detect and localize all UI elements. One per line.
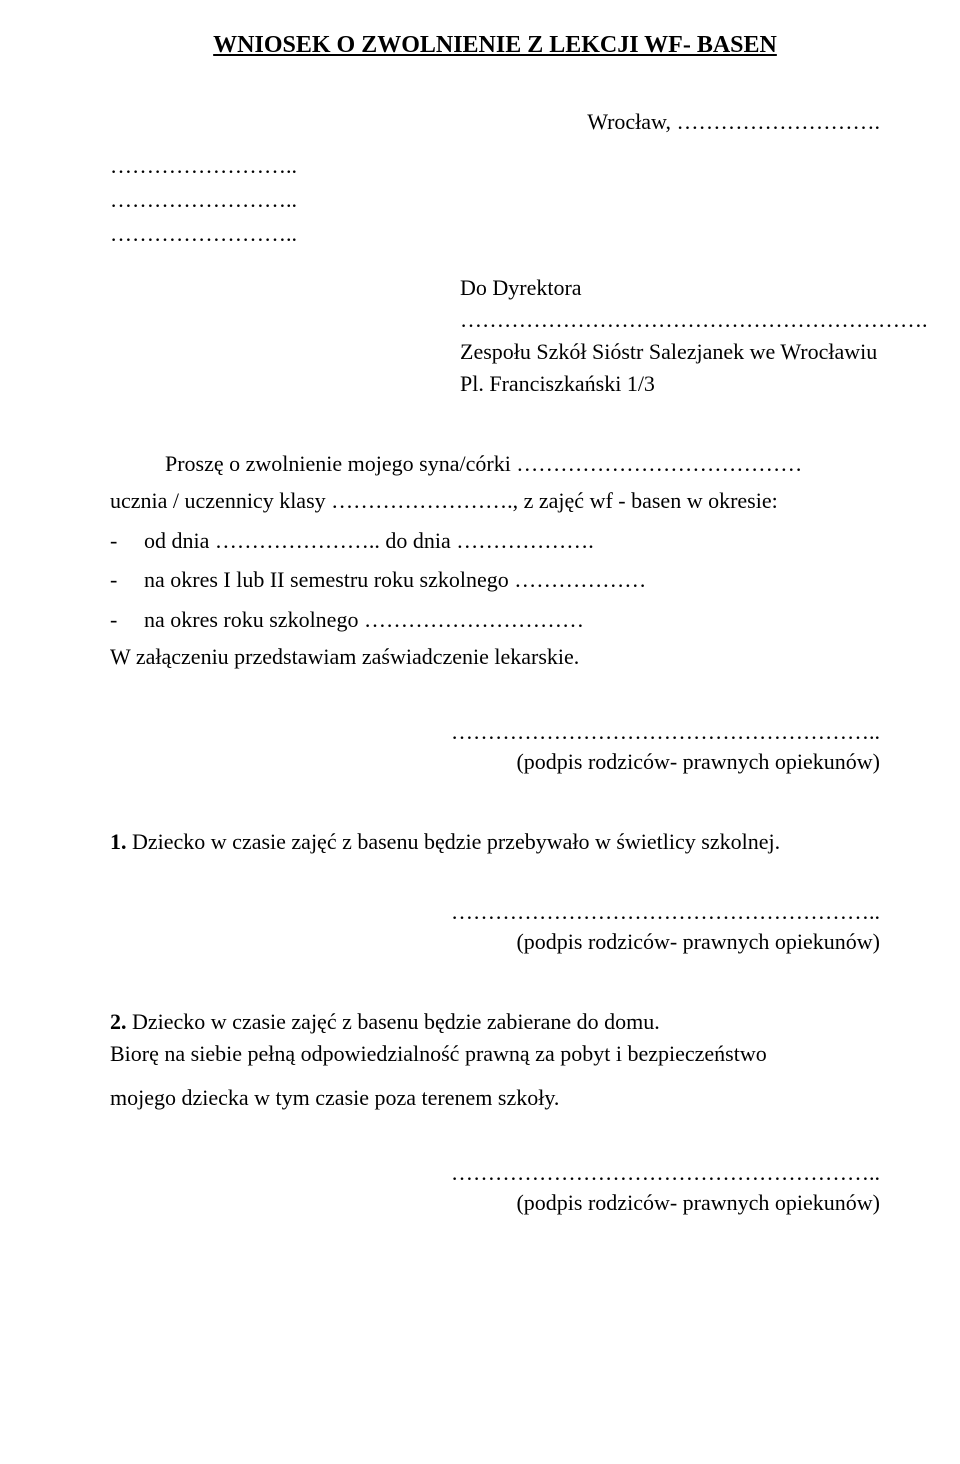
- sender-line-1: ……………………..: [110, 153, 880, 179]
- option-2-text: Dziecko w czasie zajęć z basenu będzie z…: [127, 1009, 660, 1034]
- sender-line-3: ……………………..: [110, 221, 880, 247]
- signature-label: (podpis rodziców- prawnych opiekunów): [110, 749, 880, 775]
- option-2-number: 2.: [110, 1009, 127, 1034]
- request-line: Proszę o zwolnienie mojego syna/córki ………: [110, 445, 880, 482]
- signature-label: (podpis rodziców- prawnych opiekunów): [110, 1190, 880, 1216]
- responsibility-line-2: mojego dziecka w tym czasie poza terenem…: [110, 1079, 880, 1116]
- signature-label: (podpis rodziców- prawnych opiekunów): [110, 929, 880, 955]
- recipient-line-2: ……………………………………………………….: [460, 307, 880, 333]
- responsibility-line-1: Biorę na siebie pełną odpowiedzialność p…: [110, 1035, 880, 1072]
- option-1-text: Dziecko w czasie zajęć z basenu będzie p…: [127, 829, 781, 854]
- signature-dots: …………………………………………………..: [110, 1160, 880, 1186]
- signature-dots: …………………………………………………..: [110, 899, 880, 925]
- option-1-number: 1.: [110, 829, 127, 854]
- signature-dots: …………………………………………………..: [110, 719, 880, 745]
- option-1: 1. Dziecko w czasie zajęć z basenu będzi…: [110, 829, 880, 855]
- period-item-1: - od dnia ………………….. do dnia ……………….: [110, 522, 880, 559]
- option-2: 2. Dziecko w czasie zajęć z basenu będzi…: [110, 1009, 880, 1035]
- signature-block-1: ………………………………………………….. (podpis rodziców- …: [110, 719, 880, 775]
- recipient-line-1: Do Dyrektora: [460, 275, 880, 301]
- recipient-line-3: Zespołu Szkół Sióstr Salezjanek we Wrocł…: [460, 339, 880, 365]
- dash-icon: -: [110, 522, 117, 559]
- attachment-line: W załączeniu przedstawiam zaświadczenie …: [110, 638, 880, 675]
- recipient-block: Do Dyrektora ………………………………………………………. Zesp…: [460, 275, 880, 397]
- dash-icon: -: [110, 601, 117, 638]
- sender-line-2: ……………………..: [110, 187, 880, 213]
- period-item-2: - na okres I lub II semestru roku szkoln…: [110, 561, 880, 598]
- recipient-line-4: Pl. Franciszkański 1/3: [460, 371, 880, 397]
- signature-block-2: ………………………………………………….. (podpis rodziców- …: [110, 899, 880, 955]
- period-item-2-text: na okres I lub II semestru roku szkolneg…: [144, 567, 646, 592]
- dash-icon: -: [110, 561, 117, 598]
- signature-block-3: ………………………………………………….. (podpis rodziców- …: [110, 1160, 880, 1216]
- period-item-3: - na okres roku szkolnego …………………………: [110, 601, 880, 638]
- period-item-3-text: na okres roku szkolnego …………………………: [144, 607, 584, 632]
- period-item-1-text: od dnia ………………….. do dnia ……………….: [144, 528, 594, 553]
- student-line: ucznia / uczennicy klasy ……………………., z za…: [110, 482, 880, 519]
- city-date-line: Wrocław, ……………………….: [110, 109, 880, 135]
- document-title: WNIOSEK O ZWOLNIENIE Z LEKCJI WF- BASEN: [110, 32, 880, 59]
